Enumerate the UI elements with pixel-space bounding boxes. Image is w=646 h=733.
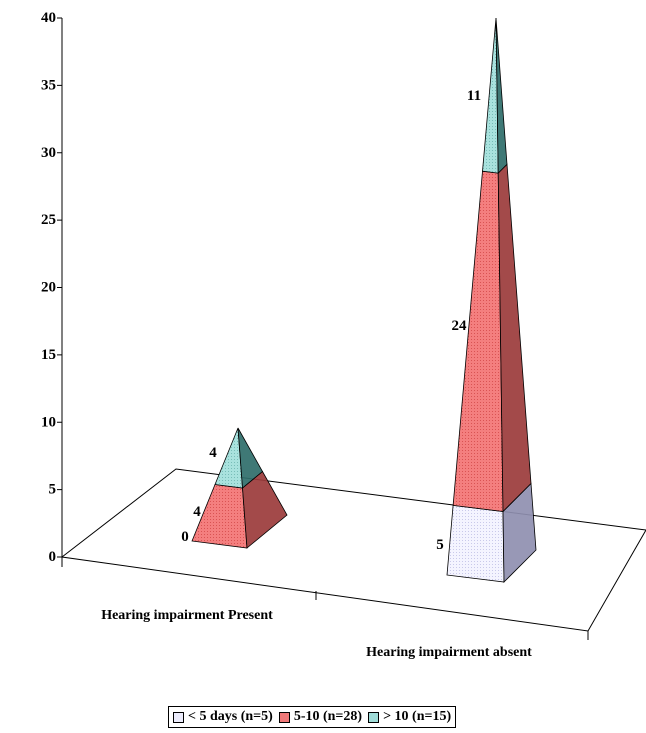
value-axis-tick-label: 5 [49,482,57,498]
legend-label: < 5 days (n=5) [188,709,273,724]
pyramid-segment-front-absent-s0 [446,504,505,583]
value-axis-tick-label: 10 [41,414,56,430]
floor-plane [60,468,646,632]
legend-item: < 5 days (n=5) [173,709,273,725]
value-axis-tick-label: 30 [41,145,56,161]
value-axis-tick-label: 0 [49,549,57,565]
category-label: Hearing impairment absent [366,645,532,660]
legend-swatch [368,711,380,723]
data-label-absent-s1: 24 [452,318,468,334]
data-label-absent-s2: 11 [467,88,481,104]
legend-item: > 10 (n=15) [368,709,451,725]
data-label-present-s2: 4 [209,445,217,461]
legend-label: > 10 (n=15) [383,709,452,724]
value-axis-tick-label: 20 [41,280,56,296]
pyramid-segment-side-absent-s1 [497,163,532,513]
value-axis-tick-label: 15 [41,347,56,363]
legend-swatch [278,711,290,723]
data-label-present-s0: 0 [181,529,189,545]
data-label-absent-s0: 5 [436,537,444,553]
legend-item: 5-10 (n=28) [278,709,363,725]
marks-layer [191,17,537,583]
labels-layer: Hearing impairment Present Hearing impair… [101,88,532,660]
pyramid-segment-side-absent-s2 [495,17,508,175]
value-axis-tick-label: 35 [41,77,56,93]
pyramid-segment-front-absent-s2 [482,17,499,174]
legend-swatch [173,711,184,723]
value-axis-tick-label: 40 [41,10,56,26]
pyramid-segment-front-absent-s1 [452,170,504,512]
pyramid-segment-side-present-s2 [237,427,264,489]
value-axis-tick-label: 25 [41,212,56,228]
legend: < 5 days (n=5) 5-10 (n=28) > 10 (n=15) [168,706,457,728]
data-label-present-s1: 4 [193,504,201,520]
legend-label: 5-10 (n=28) [293,709,363,724]
category-label: Hearing impairment Present [101,608,273,623]
